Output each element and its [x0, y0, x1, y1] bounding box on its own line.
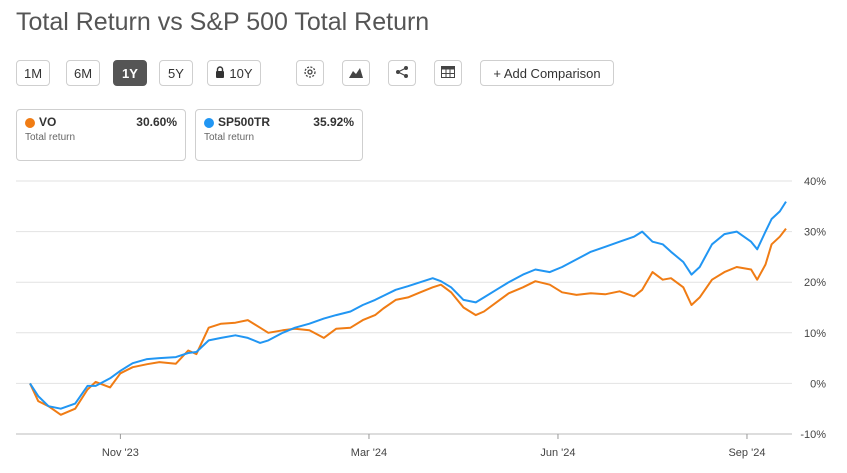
x-tick-label: Jun '24 [540, 447, 575, 459]
vo-color-dot [25, 118, 35, 128]
lock-icon [215, 65, 225, 81]
add-comparison-button[interactable]: + Add Comparison [480, 60, 614, 86]
series-line-sp500tr [29, 201, 787, 410]
sp500tr-color-dot [204, 118, 214, 128]
share-icon [395, 65, 409, 82]
share-button[interactable] [388, 60, 416, 86]
series-line-vo [29, 227, 787, 416]
legend-card-vo[interactable]: VO 30.60% Total return [16, 109, 186, 161]
y-tick-label: 20% [804, 277, 826, 289]
mountain-chart-icon [348, 65, 364, 82]
range-10y-label: 10Y [229, 65, 253, 81]
table-view-button[interactable] [434, 60, 462, 86]
range-1y-button[interactable]: 1Y [113, 60, 147, 86]
page-title: Total Return vs S&P 500 Total Return [16, 8, 430, 36]
y-tick-label: -10% [800, 429, 826, 441]
x-tick-label: Mar '24 [351, 447, 387, 459]
y-tick-label: 0% [810, 378, 826, 390]
settings-button[interactable] [296, 60, 324, 86]
table-icon [441, 65, 455, 81]
sp500tr-sub-label: Total return [204, 132, 255, 143]
legend-card-sp500tr[interactable]: SP500TR 35.92% Total return [195, 109, 363, 161]
range-6m-button[interactable]: 6M [66, 60, 100, 86]
vo-sub-label: Total return [25, 132, 76, 143]
gear-icon [303, 65, 317, 82]
vo-return-value: 30.60% [136, 115, 177, 129]
vo-ticker: VO [39, 115, 57, 129]
y-tick-label: 30% [804, 227, 826, 239]
chart-type-button[interactable] [342, 60, 370, 86]
sp500tr-return-value: 35.92% [313, 115, 354, 129]
sp500tr-ticker: SP500TR [218, 115, 271, 129]
range-5y-button[interactable]: 5Y [159, 60, 193, 86]
range-1m-button[interactable]: 1M [16, 60, 50, 86]
y-tick-label: 10% [804, 328, 826, 340]
y-tick-label: 40% [804, 176, 826, 188]
x-tick-label: Nov '23 [102, 447, 139, 459]
x-tick-label: Sep '24 [728, 447, 765, 459]
range-10y-button[interactable]: 10Y [207, 60, 261, 86]
